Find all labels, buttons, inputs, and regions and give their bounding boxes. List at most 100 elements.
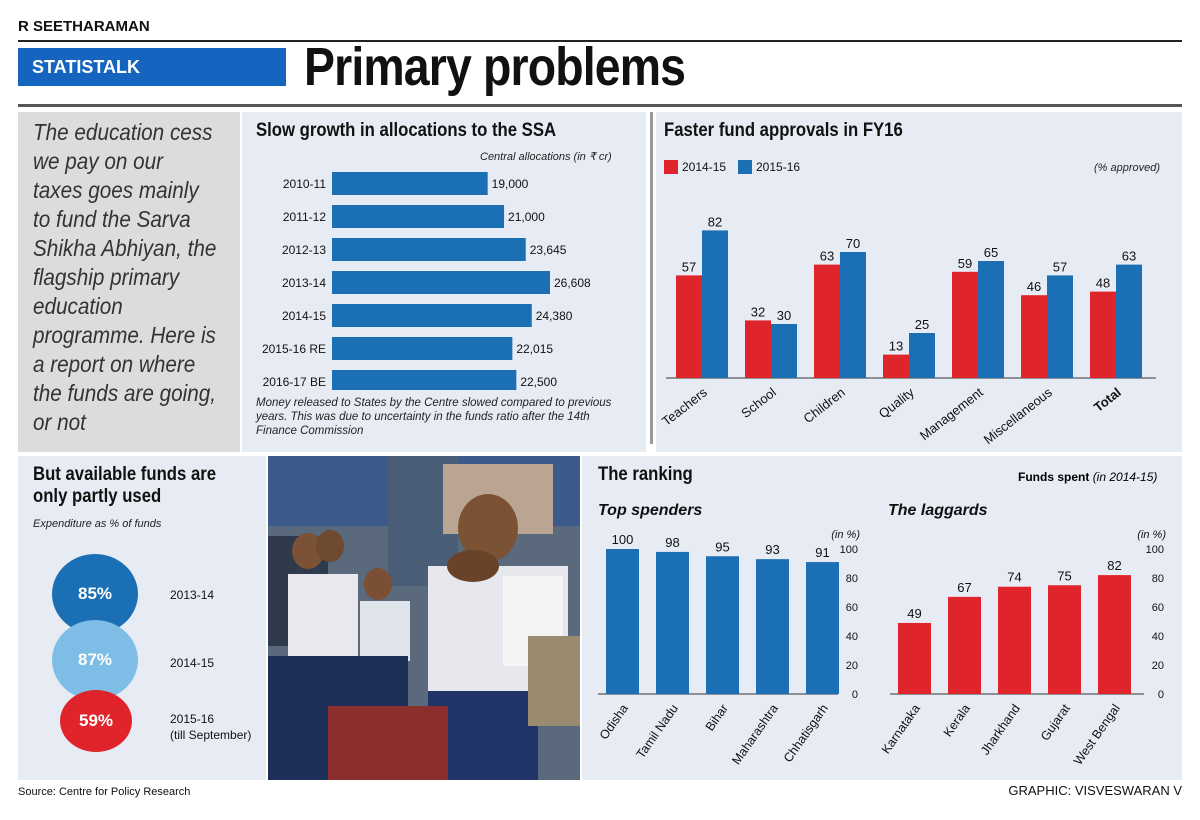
y-tick-label: 0 <box>852 689 858 701</box>
bar-chhatisgarh <box>806 562 839 694</box>
category-label: Bihar <box>703 702 731 734</box>
graphic-credit: GRAPHIC: VISVESWARAN V <box>1008 783 1182 798</box>
approval-category-label: Management <box>917 384 986 443</box>
category-label: Tamil Nadu <box>634 702 681 761</box>
allocation-value-label: 19,000 <box>492 177 529 191</box>
allocation-category-label: 2011-12 <box>283 210 326 224</box>
allocation-bar <box>332 238 526 261</box>
top-spenders-subtitle: Top spenders <box>598 502 703 519</box>
allocations-unit-label: Central allocations (in ₹ cr) <box>480 151 612 163</box>
page-title: Primary problems <box>304 37 686 97</box>
approval-category-label: Total <box>1091 385 1124 415</box>
y-tick-label: 60 <box>846 602 858 614</box>
y-tick-label: 60 <box>1152 602 1164 614</box>
approval-category-label: School <box>738 384 779 420</box>
approval-category-label: Children <box>800 385 847 427</box>
value-label: 98 <box>665 535 679 550</box>
section-banner: STATISTALK <box>18 48 286 86</box>
allocation-category-label: 2012-13 <box>282 243 326 257</box>
value-label: 49 <box>907 606 921 621</box>
approval-value-label: 13 <box>889 339 903 354</box>
legend-label-2015-16: 2015-16 <box>756 160 801 174</box>
approval-value-label: 57 <box>682 259 696 274</box>
legend-label-2014-15: 2014-15 <box>682 160 727 174</box>
author-byline: R SEETHARAMAN <box>18 18 150 35</box>
approval-value-label: 63 <box>820 249 834 264</box>
approval-value-label: 46 <box>1027 279 1041 294</box>
allocation-category-label: 2016-17 BE <box>263 375 326 389</box>
allocation-category-label: 2015-16 RE <box>262 342 326 356</box>
approval-value-label: 63 <box>1122 249 1136 264</box>
laggards-subtitle: The laggards <box>888 502 988 519</box>
approval-bar-2015-16 <box>978 261 1004 378</box>
bar-jharkhand <box>998 586 1031 694</box>
allocation-category-label: 2013-14 <box>282 276 326 290</box>
legend-swatch-2015-16 <box>738 160 752 174</box>
approval-bar-2015-16 <box>909 333 935 378</box>
value-label: 75 <box>1057 568 1071 583</box>
panel-divider <box>650 112 653 444</box>
approval-value-label: 82 <box>708 214 722 229</box>
y-tick-label: 100 <box>840 544 858 556</box>
value-label: 93 <box>765 542 779 557</box>
y-tick-label: 80 <box>846 573 858 585</box>
category-label: Chhatisgarh <box>781 702 831 765</box>
approval-value-label: 48 <box>1096 276 1110 291</box>
utilisation-subtitle: Expenditure as % of funds <box>33 518 162 530</box>
approval-bar-2015-16 <box>1047 275 1073 378</box>
utilisation-year-2013-14: 2013-14 <box>170 588 215 602</box>
ranking-title: The ranking <box>598 464 693 485</box>
allocation-category-label: 2014-15 <box>282 309 326 323</box>
allocation-bar <box>332 271 550 294</box>
y-tick-label: 20 <box>846 660 858 672</box>
allocation-value-label: 22,500 <box>520 375 557 389</box>
bar-maharashtra <box>756 559 789 694</box>
utilisation-title: But available funds are only partly used <box>33 464 217 507</box>
value-label: 67 <box>957 580 971 595</box>
approval-value-label: 32 <box>751 304 765 319</box>
allocation-value-label: 24,380 <box>536 309 573 323</box>
y-tick-label: 0 <box>1158 689 1164 701</box>
utilisation-year-2014-15: 2014-15 <box>170 656 215 670</box>
approval-bar-2014-15 <box>676 275 702 378</box>
source-note: Source: Centre for Policy Research <box>18 786 191 798</box>
approval-bar-2015-16 <box>1116 264 1142 378</box>
category-label: West Bengal <box>1071 702 1123 768</box>
ranking-note-bold: Funds spent <box>1018 470 1090 484</box>
bar-karnataka <box>898 622 931 694</box>
allocation-category-label: 2010-11 <box>283 177 326 191</box>
utilisation-year-2015-16: 2015-16 <box>170 712 215 726</box>
approval-bar-2015-16 <box>702 230 728 378</box>
bar-gujarat <box>1048 585 1081 694</box>
allocation-value-label: 23,645 <box>530 243 567 257</box>
approval-bar-2014-15 <box>745 320 771 378</box>
classroom-photo <box>268 456 580 780</box>
ranking-note-italic: (in 2014-15) <box>1092 470 1158 484</box>
top-spenders-chart: 0 20 40 60 80 100 (in %) 100 Odisha 98 Tamil Nadu 9… <box>597 529 861 767</box>
category-label: Kerala <box>941 702 973 740</box>
value-label: 100 <box>612 532 634 547</box>
category-label: Gujarat <box>1038 701 1073 743</box>
allocation-bar <box>332 304 532 327</box>
bar-odisha <box>606 549 639 694</box>
allocation-value-label: 22,015 <box>516 342 553 356</box>
top-rule <box>18 40 1182 42</box>
laggards-chart: 0 20 40 60 80 100 (in %) 49 Karnataka 67 Kerala 74 J… <box>879 529 1167 768</box>
allocation-value-label: 21,000 <box>508 210 545 224</box>
intro-text: The education cess we pay on our taxes g… <box>33 119 217 435</box>
y-tick-label: 100 <box>1146 544 1164 556</box>
approval-value-label: 57 <box>1053 259 1067 274</box>
approval-bar-2014-15 <box>883 354 909 378</box>
allocation-bar <box>332 337 513 360</box>
approvals-chart: 57 82 Teachers 32 30 School 63 70 Children 13 25 Qu… <box>659 214 1156 447</box>
approval-value-label: 70 <box>846 236 860 251</box>
approvals-unit-label: (% approved) <box>1094 162 1161 174</box>
ranking-note: Funds spent (in 2014-15) <box>1018 470 1157 484</box>
y-tick-label: 20 <box>1152 660 1164 672</box>
utilisation-circle-2014-15: 87% <box>52 620 138 700</box>
approval-category-label: Quality <box>876 384 918 421</box>
approval-category-label: Teachers <box>659 384 710 429</box>
bar-bihar <box>706 556 739 694</box>
bar-tamil-nadu <box>656 551 689 694</box>
unit-label: (in %) <box>831 529 860 541</box>
